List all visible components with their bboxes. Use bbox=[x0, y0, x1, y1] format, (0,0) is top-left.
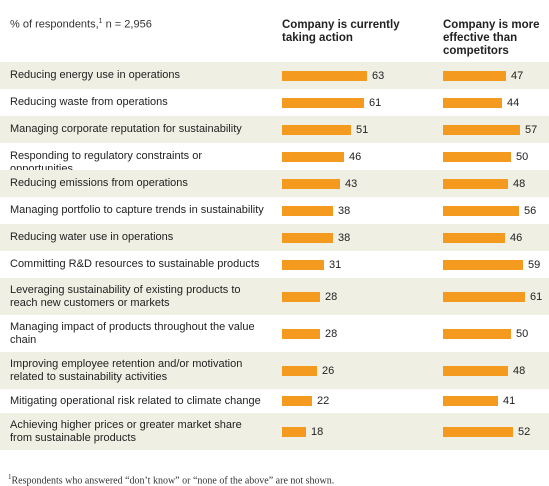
bar-more-effective bbox=[443, 427, 513, 437]
bar-more-effective bbox=[443, 292, 525, 302]
category-label: Committing R&D resources to sustainable … bbox=[10, 258, 260, 270]
bar-more-effective bbox=[443, 206, 519, 216]
category-label: Managing portfolio to capture trends in … bbox=[10, 204, 264, 216]
category-label: Achieving higher prices or greater marke… bbox=[10, 419, 242, 444]
category-label: Reducing emissions from operations bbox=[10, 177, 188, 189]
data-label: 61 bbox=[369, 97, 382, 109]
category-label: Mitigating operational risk related to c… bbox=[10, 395, 261, 407]
table-row: Managing impact of products throughout t… bbox=[0, 315, 549, 352]
respondents-note: % of respondents,1 n = 2,956 bbox=[10, 18, 152, 31]
data-label: 46 bbox=[510, 232, 523, 244]
bar-taking-action bbox=[282, 233, 333, 243]
table-row: Reducing waste from operations 61 44 bbox=[0, 89, 549, 116]
data-label: 51 bbox=[356, 124, 369, 136]
footnote: 1Respondents who answered “don’t know” o… bbox=[8, 473, 335, 486]
bar-more-effective bbox=[443, 396, 498, 406]
column-header-more-effective: Company is more effective than competito… bbox=[443, 19, 540, 57]
category-label: Reducing water use in operations bbox=[10, 231, 174, 243]
category-label: Managing impact of products throughout t… bbox=[10, 321, 255, 346]
table-row: Reducing water use in operations 38 46 bbox=[0, 224, 549, 251]
data-label: 46 bbox=[349, 151, 362, 163]
data-label: 48 bbox=[513, 178, 526, 190]
data-label: 38 bbox=[338, 232, 351, 244]
data-label: 31 bbox=[329, 259, 342, 271]
bar-taking-action bbox=[282, 366, 317, 376]
data-label: 47 bbox=[511, 70, 524, 82]
bar-more-effective bbox=[443, 329, 511, 339]
bar-taking-action bbox=[282, 179, 340, 189]
data-label: 18 bbox=[311, 426, 324, 438]
data-label: 63 bbox=[372, 70, 385, 82]
data-label: 61 bbox=[530, 291, 543, 303]
bar-taking-action bbox=[282, 71, 367, 81]
bar-more-effective bbox=[443, 366, 508, 376]
bar-more-effective bbox=[443, 71, 506, 81]
data-label: 59 bbox=[528, 259, 541, 271]
chart-rows: Reducing energy use in operations 63 47 Red… bbox=[0, 62, 549, 450]
category-label: Managing corporate reputation for sustai… bbox=[10, 123, 242, 135]
table-row: Mitigating operational risk related to c… bbox=[0, 389, 549, 413]
bar-taking-action bbox=[282, 152, 344, 162]
data-label: 56 bbox=[524, 205, 537, 217]
data-label: 38 bbox=[338, 205, 351, 217]
table-row: Managing corporate reputation for sustai… bbox=[0, 116, 549, 143]
data-label: 22 bbox=[317, 395, 330, 407]
bar-taking-action bbox=[282, 292, 320, 302]
bar-taking-action bbox=[282, 396, 312, 406]
bar-more-effective bbox=[443, 179, 508, 189]
data-label: 50 bbox=[516, 151, 529, 163]
data-label: 43 bbox=[345, 178, 358, 190]
data-label: 52 bbox=[518, 426, 531, 438]
bar-taking-action bbox=[282, 260, 324, 270]
bar-taking-action bbox=[282, 98, 364, 108]
data-label: 28 bbox=[325, 328, 338, 340]
data-label: 57 bbox=[525, 124, 538, 136]
bar-more-effective bbox=[443, 260, 523, 270]
data-label: 44 bbox=[507, 97, 520, 109]
column-header-taking-action: Company is currently taking action bbox=[282, 19, 400, 44]
data-label: 50 bbox=[516, 328, 529, 340]
table-row: Committing R&D resources to sustainable … bbox=[0, 251, 549, 278]
category-label: Leveraging sustainability of existing pr… bbox=[10, 284, 241, 309]
bar-taking-action bbox=[282, 329, 320, 339]
bar-taking-action bbox=[282, 427, 306, 437]
category-label: Reducing energy use in operations bbox=[10, 69, 181, 81]
data-label: 48 bbox=[513, 365, 526, 377]
table-row: Reducing emissions from operations 43 48 bbox=[0, 170, 549, 197]
data-label: 26 bbox=[322, 365, 335, 377]
bar-more-effective bbox=[443, 233, 505, 243]
data-label: 28 bbox=[325, 291, 338, 303]
data-label: 41 bbox=[503, 395, 516, 407]
category-label: Reducing waste from operations bbox=[10, 96, 168, 108]
bar-more-effective bbox=[443, 152, 511, 162]
table-row: Managing portfolio to capture trends in … bbox=[0, 197, 549, 224]
table-row: Improving employee retention and/or moti… bbox=[0, 352, 549, 389]
table-row: Responding to regulatory constraints or … bbox=[0, 143, 549, 175]
bar-more-effective bbox=[443, 98, 502, 108]
table-row: Reducing energy use in operations 63 47 bbox=[0, 62, 549, 89]
bar-more-effective bbox=[443, 125, 520, 135]
bar-taking-action bbox=[282, 125, 351, 135]
category-label: Improving employee retention and/or moti… bbox=[10, 358, 243, 383]
bar-taking-action bbox=[282, 206, 333, 216]
table-row: Leveraging sustainability of existing pr… bbox=[0, 278, 549, 315]
table-row: Achieving higher prices or greater marke… bbox=[0, 413, 549, 450]
